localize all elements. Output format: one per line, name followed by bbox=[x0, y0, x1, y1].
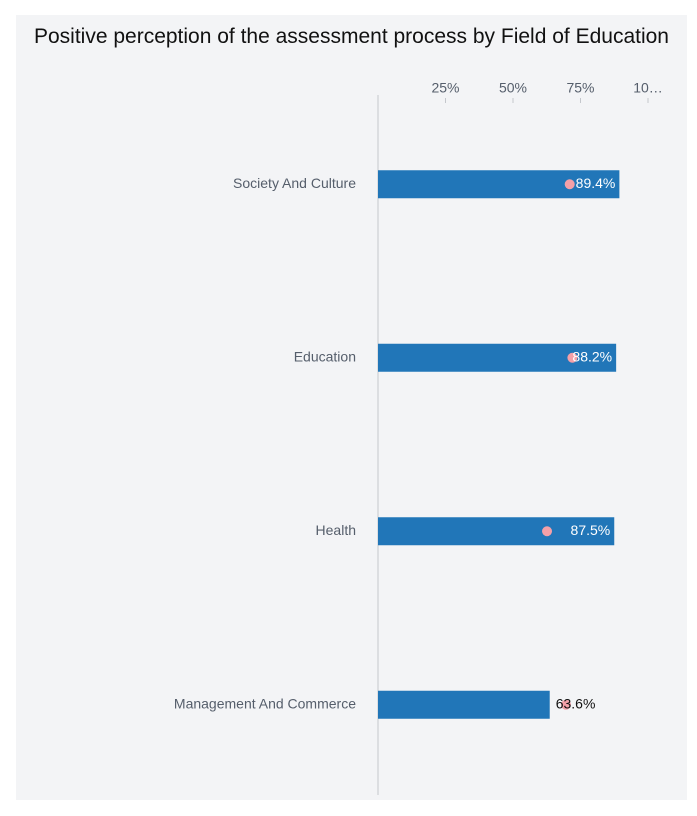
y-tick-label: Health bbox=[316, 522, 356, 538]
value-label: 89.4% bbox=[576, 175, 616, 191]
marker-dot bbox=[542, 526, 553, 537]
value-label: 63.6% bbox=[556, 695, 596, 711]
bar bbox=[378, 170, 620, 199]
chart-title: Positive perception of the assessment pr… bbox=[33, 25, 669, 48]
marker-dot bbox=[560, 699, 571, 710]
y-tick-label: Management And Commerce bbox=[174, 695, 356, 711]
marker-dot bbox=[564, 179, 575, 190]
chart-panel bbox=[16, 15, 687, 800]
y-tick-label: Society And Culture bbox=[233, 175, 356, 191]
y-tick-label: Education bbox=[294, 348, 356, 364]
x-tick-label: 25% bbox=[431, 80, 459, 96]
bar bbox=[378, 690, 550, 719]
marker-dot bbox=[567, 352, 578, 363]
x-tick-label: 10… bbox=[633, 80, 663, 96]
value-label: 87.5% bbox=[571, 522, 611, 538]
x-tick-label: 75% bbox=[566, 80, 594, 96]
value-label: 88.2% bbox=[572, 348, 612, 364]
x-tick-label: 50% bbox=[499, 80, 527, 96]
bar bbox=[378, 517, 615, 546]
